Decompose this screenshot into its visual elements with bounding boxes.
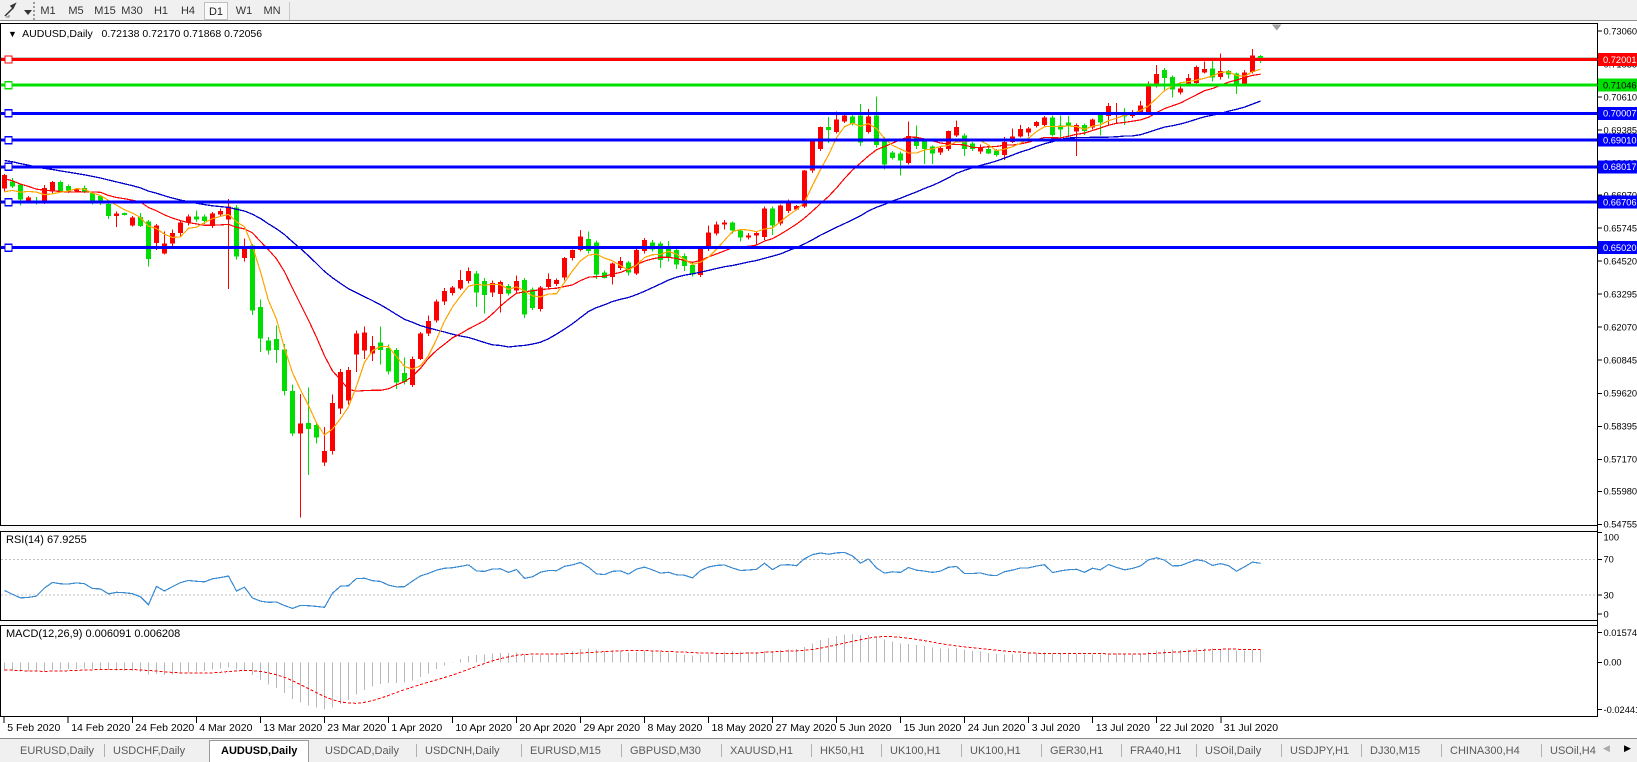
svg-text:0.58395: 0.58395 [1604, 422, 1637, 432]
svg-text:0.55980: 0.55980 [1604, 487, 1637, 497]
svg-text:13 Mar 2020: 13 Mar 2020 [263, 722, 322, 734]
svg-text:4 Mar 2020: 4 Mar 2020 [199, 722, 252, 734]
svg-text:0.72001: 0.72001 [1603, 55, 1637, 65]
svg-text:0.62070: 0.62070 [1604, 323, 1637, 333]
svg-text:0.63295: 0.63295 [1604, 290, 1637, 300]
svg-text:18 May 2020: 18 May 2020 [712, 722, 773, 734]
svg-text:24 Jun 2020: 24 Jun 2020 [968, 722, 1026, 734]
svg-text:27 May 2020: 27 May 2020 [776, 722, 837, 734]
svg-text:30: 30 [1604, 591, 1614, 601]
svg-text:31 Jul 2020: 31 Jul 2020 [1224, 722, 1278, 734]
svg-text:23 Mar 2020: 23 Mar 2020 [327, 722, 386, 734]
svg-text:0.65745: 0.65745 [1604, 224, 1637, 234]
svg-text:15 Jun 2020: 15 Jun 2020 [904, 722, 962, 734]
svg-text:70: 70 [1604, 555, 1614, 565]
svg-text:0.59620: 0.59620 [1604, 389, 1637, 399]
svg-text:0.66970: 0.66970 [1604, 190, 1637, 200]
svg-text:20 Apr 2020: 20 Apr 2020 [519, 722, 576, 734]
svg-text:0: 0 [1604, 609, 1609, 619]
svg-text:1 Apr 2020: 1 Apr 2020 [391, 722, 442, 734]
svg-text:0.71046: 0.71046 [1603, 81, 1637, 91]
svg-text:0.64520: 0.64520 [1604, 257, 1637, 267]
svg-text:3 Jul 2020: 3 Jul 2020 [1032, 722, 1081, 734]
svg-text:100: 100 [1604, 532, 1620, 542]
svg-text:0.60845: 0.60845 [1604, 356, 1637, 366]
svg-text:13 Jul 2020: 13 Jul 2020 [1096, 722, 1150, 734]
svg-text:0.015741: 0.015741 [1604, 628, 1637, 638]
svg-text:-0.024413: -0.024413 [1604, 705, 1637, 715]
svg-text:14 Feb 2020: 14 Feb 2020 [71, 722, 130, 734]
svg-text:0.54755: 0.54755 [1604, 520, 1637, 530]
svg-text:10 Apr 2020: 10 Apr 2020 [455, 722, 512, 734]
svg-text:5 Jun 2020: 5 Jun 2020 [840, 722, 892, 734]
svg-text:0.70610: 0.70610 [1604, 92, 1637, 102]
svg-text:0.65020: 0.65020 [1603, 243, 1637, 253]
svg-text:0.66706: 0.66706 [1603, 198, 1637, 208]
svg-text:24 Feb 2020: 24 Feb 2020 [135, 722, 194, 734]
svg-text:0.68017: 0.68017 [1603, 162, 1637, 172]
svg-text:0.69010: 0.69010 [1603, 135, 1637, 145]
svg-text:5 Feb 2020: 5 Feb 2020 [7, 722, 60, 734]
svg-text:0.69385: 0.69385 [1604, 125, 1637, 135]
svg-text:0.00: 0.00 [1604, 658, 1622, 668]
svg-text:29 Apr 2020: 29 Apr 2020 [584, 722, 641, 734]
svg-text:0.70007: 0.70007 [1603, 109, 1637, 119]
svg-text:22 Jul 2020: 22 Jul 2020 [1160, 722, 1214, 734]
svg-text:0.57170: 0.57170 [1604, 455, 1637, 465]
svg-text:0.73060: 0.73060 [1604, 26, 1637, 36]
svg-text:8 May 2020: 8 May 2020 [648, 722, 703, 734]
